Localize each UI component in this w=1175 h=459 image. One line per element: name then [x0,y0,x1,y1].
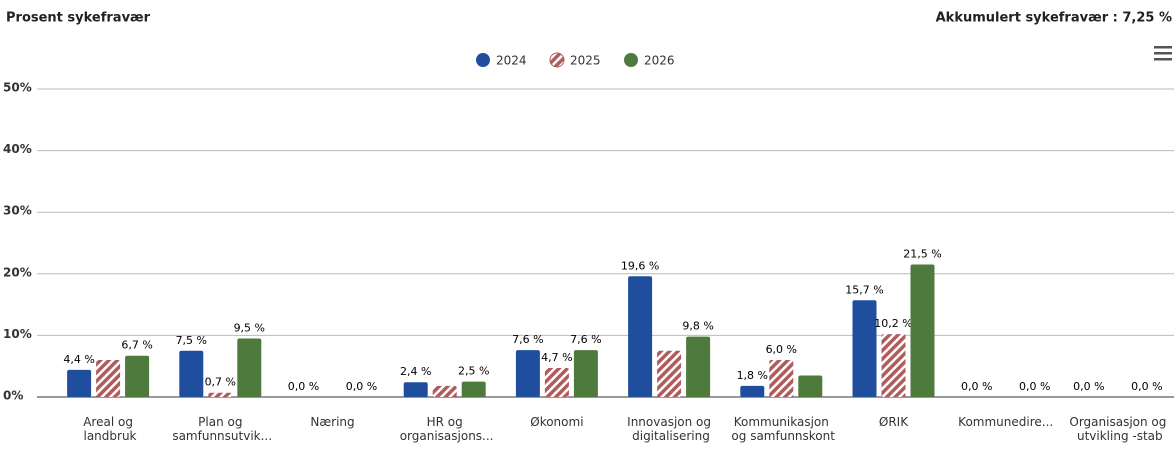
chart-subtitle: Akkumulert sykefravær : 7,25 % [936,11,1172,26]
value-label: 21,5 % [903,248,941,261]
bar [740,385,765,397]
legend-label: 2026 [644,54,675,68]
bar [910,264,935,397]
bar [237,338,262,397]
menu-button[interactable] [1154,46,1172,61]
value-label: 0,0 % [961,380,992,393]
value-label: 15,7 % [845,283,883,296]
value-label: 6,7 % [121,339,152,352]
value-label: 7,5 % [176,334,207,347]
legend-marker [624,53,638,67]
value-label: 0,0 % [1131,380,1162,393]
value-label: 0,0 % [346,380,377,393]
value-label: 6,0 % [766,343,797,356]
x-tick-label: ØRIK [879,415,909,429]
x-tick-label: Areal og landbruk [80,415,137,443]
bar [881,334,906,397]
x-tick-label: HR og organisasjons... [396,415,494,443]
value-label: 7,6 % [512,333,543,346]
bar [67,369,92,397]
value-label: 4,4 % [63,353,94,366]
legend-marker [476,53,490,67]
value-label: 7,6 % [570,333,601,346]
value-label: 0,0 % [1019,380,1050,393]
y-tick-label: 50% [3,81,32,95]
legend-label: 2025 [570,54,601,68]
value-label: 19,6 % [621,259,659,272]
x-tick-label: Innovasjon og digitalisering [627,415,711,443]
bar [179,350,204,397]
x-tick-label: Økonomi [530,415,583,429]
y-tick-label: 0% [3,389,23,403]
bar [461,381,486,397]
y-tick-label: 10% [3,327,32,341]
bar [403,382,428,397]
x-tick-label: Plan og samfunnsutvik... [169,415,273,443]
bar [573,350,598,397]
bar [125,355,150,397]
y-tick-label: 30% [3,204,32,218]
y-tick-label: 40% [3,142,32,156]
bar [208,392,233,397]
chart-title: Prosent sykefravær [6,11,151,26]
legend-marker [549,52,565,68]
bar [628,276,653,397]
value-label: 0,0 % [288,380,319,393]
value-label: 0,7 % [205,376,236,389]
bar [686,336,711,397]
bar [769,360,794,397]
x-tick-label: Kommunikasjon og samfunnskont [728,415,836,443]
x-tick-label: Næring [310,415,354,429]
bar [96,360,121,397]
value-label: 2,5 % [458,365,489,378]
value-label: 10,2 % [874,317,912,330]
value-label: 1,8 % [737,369,768,382]
legend-label: 2024 [496,54,527,68]
x-tick-label: Organisasjon og utvikling -stab [1069,415,1166,443]
bar [798,375,823,397]
bar [544,368,569,397]
bar [515,350,540,397]
bar [432,385,457,397]
value-label: 9,5 % [234,321,265,334]
bar [657,350,682,397]
value-label: 2,4 % [400,365,431,378]
y-tick-label: 20% [3,265,32,279]
x-tick-label: Kommunedire... [958,415,1053,429]
value-label: 4,7 % [541,351,572,364]
value-label: 0,0 % [1073,380,1104,393]
bar [852,300,877,397]
value-label: 9,8 % [682,320,713,333]
